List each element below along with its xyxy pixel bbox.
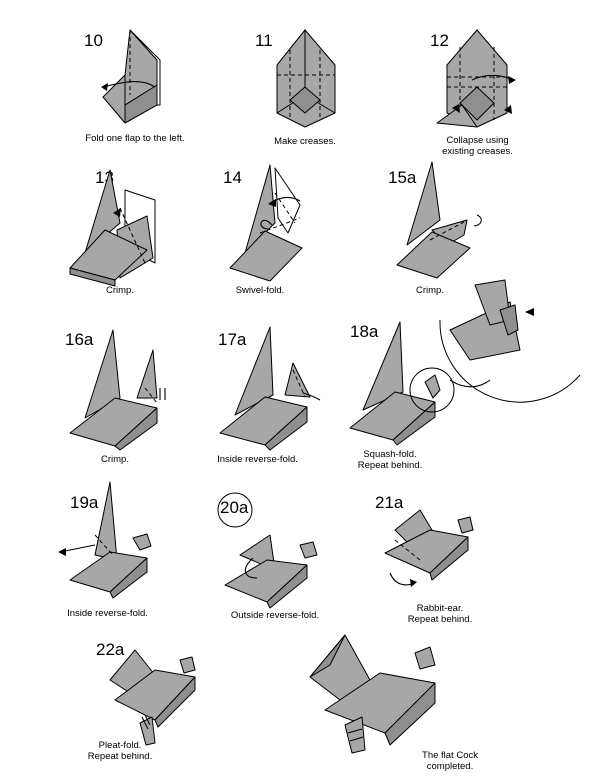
step-number-12: 12 <box>430 31 449 50</box>
step-19a-diagram <box>58 481 152 599</box>
step-number-20a: 20a <box>220 498 249 517</box>
step-number-18a: 18a <box>350 322 379 341</box>
final-caption: The flat Cock completed. <box>422 750 478 772</box>
step-10-caption: Fold one flap to the left. <box>85 133 185 144</box>
step-14-caption: Swivel-fold. <box>235 285 285 296</box>
step-22a-caption: Pleat-fold. Repeat behind. <box>87 740 153 762</box>
step-21a-diagram <box>384 509 474 587</box>
step-15a-diagram <box>396 161 482 279</box>
step-18a-diagram <box>349 321 455 446</box>
step-10-diagram <box>101 29 161 124</box>
step-21a-caption: Rabbit-ear. Repeat behind. <box>407 603 473 625</box>
step-number-14: 14 <box>223 168 242 187</box>
step-number-10: 10 <box>84 31 103 50</box>
step-number-22a: 22a <box>96 640 125 659</box>
step-12-diagram <box>436 29 516 128</box>
step-16a-diagram <box>69 329 166 451</box>
step-13-diagram <box>69 169 156 287</box>
step-20a-circle <box>217 492 253 528</box>
step-number-11: 11 <box>255 31 273 50</box>
step-number-21a: 21a <box>375 493 404 512</box>
step-11-caption: Make creases. <box>274 136 336 147</box>
step-20a-diagram <box>224 534 318 609</box>
step-number-17a: 17a <box>218 330 247 349</box>
step-20a-caption: Outside reverse-fold. <box>230 610 320 621</box>
step-17a-diagram <box>219 326 321 451</box>
step-number-16a: 16a <box>65 330 94 349</box>
step-19a-caption: Inside reverse-fold. <box>67 608 148 619</box>
step-14-diagram <box>229 164 303 282</box>
step-15a-caption: Crimp. <box>416 285 444 296</box>
step-13-caption: Crimp. <box>106 285 134 296</box>
step-number-19a: 19a <box>70 493 99 512</box>
step-22a-diagram <box>109 649 196 746</box>
step-11-diagram <box>276 28 336 128</box>
step-number-15a: 15a <box>388 168 417 187</box>
step-18a-detail <box>439 279 581 403</box>
final-cock-diagram <box>309 634 436 754</box>
step-12-caption: Collapse using existing creases. <box>442 135 513 157</box>
step-17a-caption: Inside reverse-fold. <box>217 454 298 465</box>
step-16a-caption: Crimp. <box>101 454 129 465</box>
step-18a-caption: Squash-fold. Repeat behind. <box>357 449 423 471</box>
